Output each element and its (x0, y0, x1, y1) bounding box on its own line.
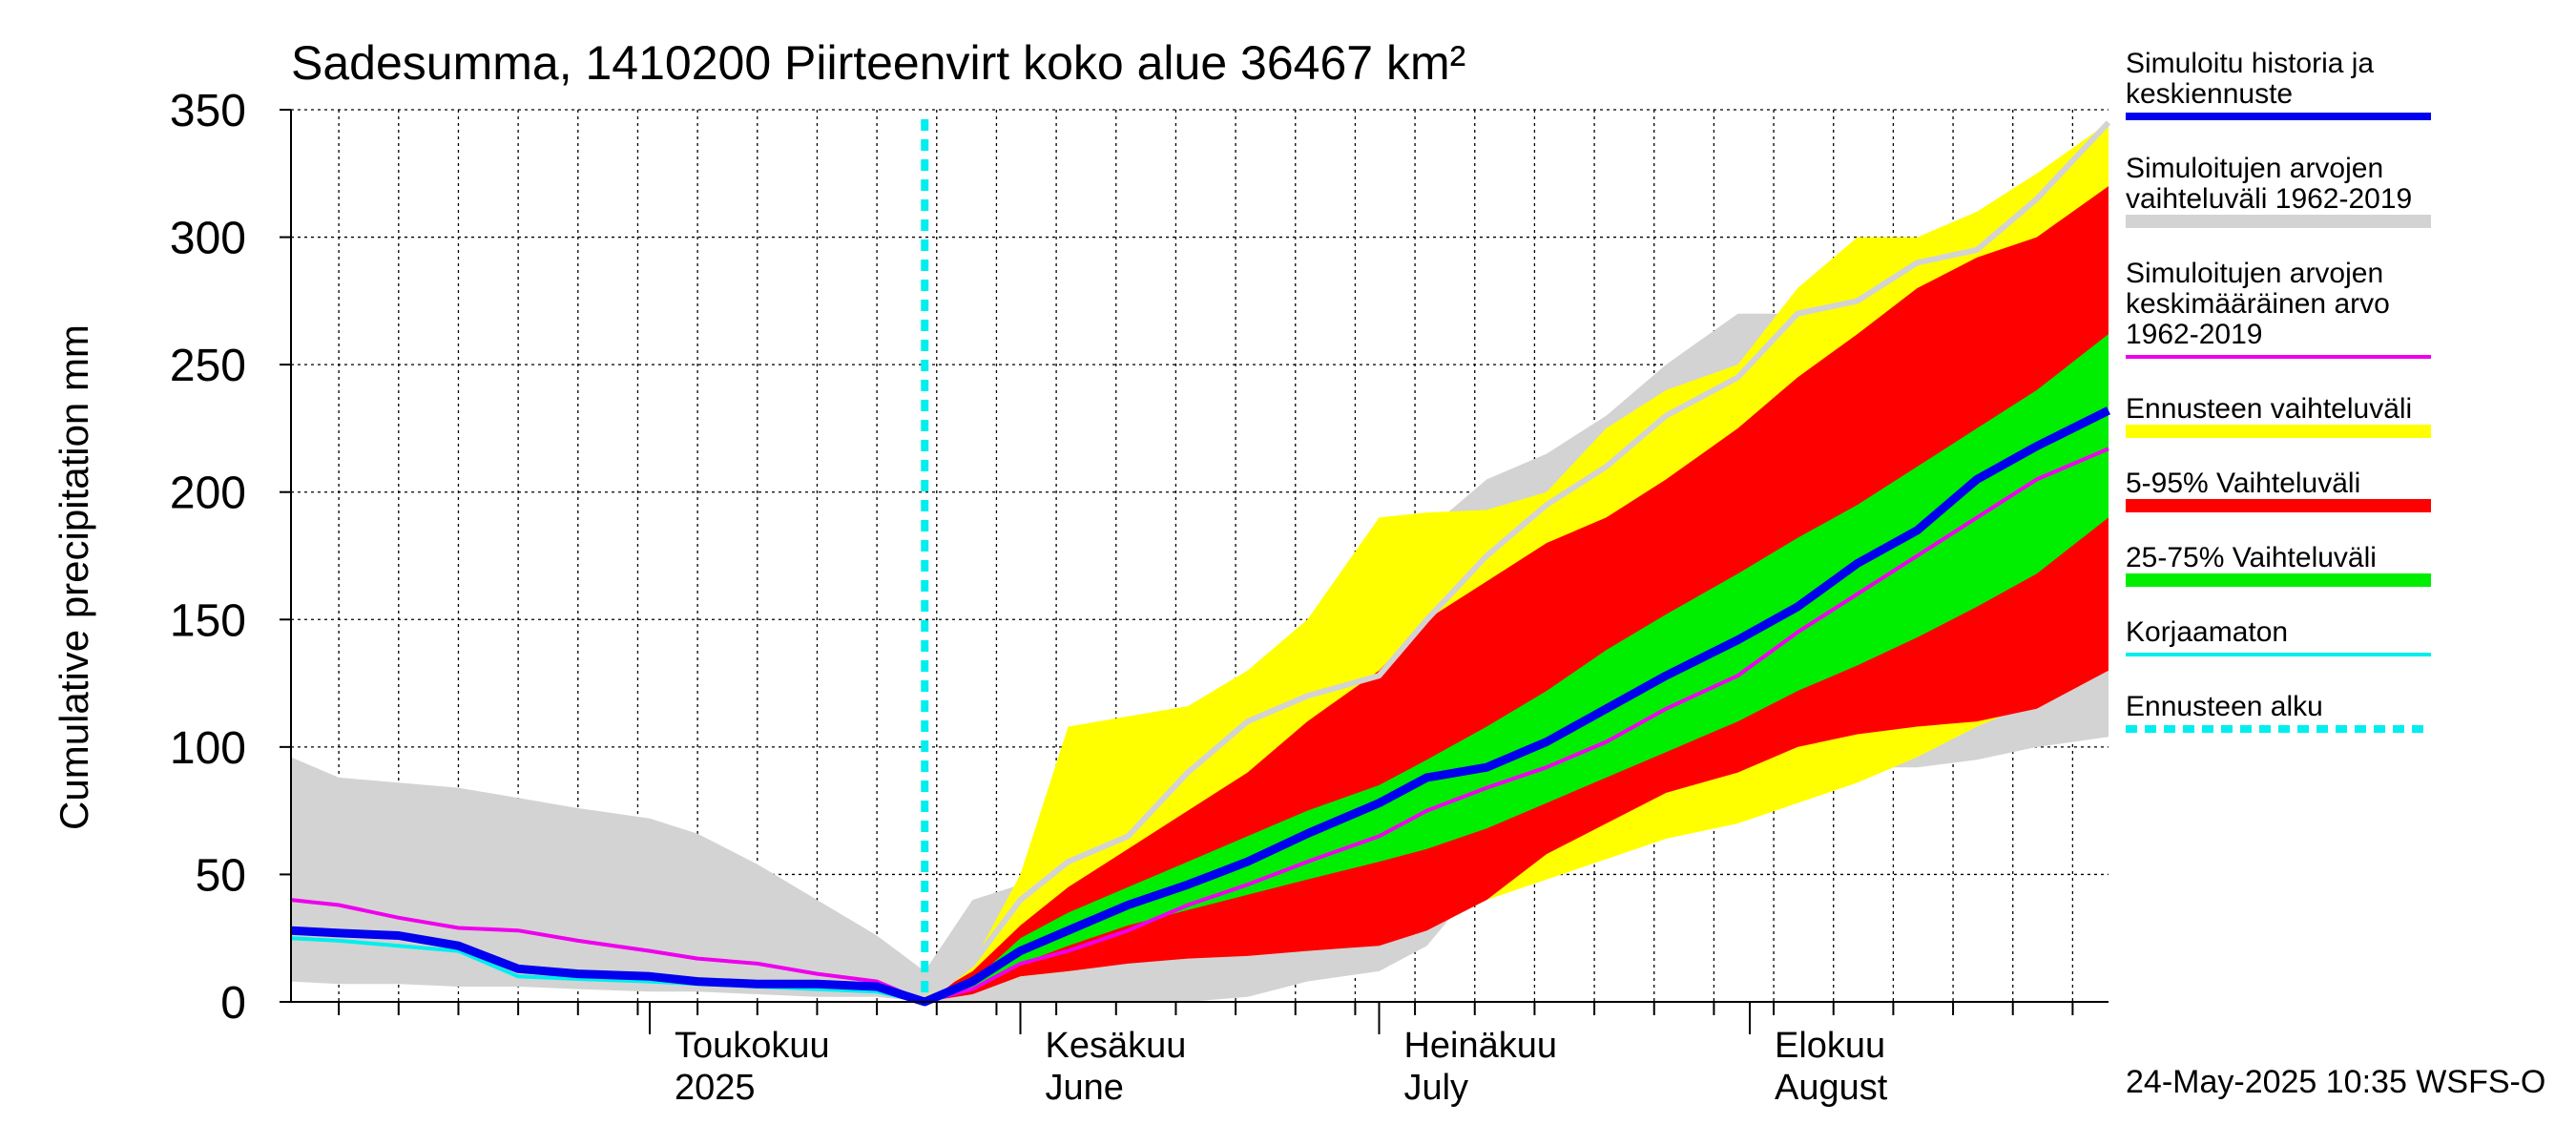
legend-entry-fcstart: Ennusteen alku (2126, 691, 2431, 733)
legend-label: Korjaamaton (2126, 616, 2288, 648)
legend-entry-p25_75: 25-75% Vaihteluväli (2126, 542, 2431, 587)
legend-entry-raw: Korjaamaton (2126, 616, 2431, 656)
legend-label: Simuloitu historia ja (2126, 48, 2374, 79)
month-label-secondary: August (1775, 1068, 1888, 1108)
legend-label: 5-95% Vaihteluväli (2126, 468, 2360, 499)
legend-entry-fcrange: Ennusteen vaihteluväli (2126, 393, 2431, 438)
legend-label: Ennusteen alku (2126, 691, 2323, 722)
y-tick-label: 200 (170, 468, 246, 519)
legend-label: 1962-2019 (2126, 319, 2262, 350)
legend-label: vaihteluväli 1962-2019 (2126, 183, 2412, 215)
y-axis-label: Cumulative precipitation mm (52, 324, 96, 830)
legend-label: Simuloitujen arvojen (2126, 258, 2383, 289)
legend-entry-p5_95: 5-95% Vaihteluväli (2126, 468, 2431, 512)
month-label: Toukokuu (675, 1026, 830, 1066)
month-label-secondary: July (1403, 1068, 1468, 1108)
y-tick-label: 0 (220, 978, 246, 1029)
y-tick-label: 100 (170, 723, 246, 774)
bands-layer (291, 122, 2109, 1003)
lines-layer (290, 119, 2111, 1007)
month-label-secondary: 2025 (675, 1068, 756, 1108)
line-simulated-forecast (290, 406, 2111, 1007)
legend-label: keskiennuste (2126, 78, 2293, 110)
month-label: Kesäkuu (1046, 1026, 1187, 1066)
chart-title: Sadesumma, 1410200 Piirteenvirt koko alu… (291, 36, 1465, 90)
legend: Simuloitu historia jakeskiennusteSimuloi… (2126, 48, 2431, 733)
month-label: Heinäkuu (1403, 1026, 1557, 1066)
y-tick-label: 300 (170, 214, 246, 264)
timestamp-footer: 24-May-2025 10:35 WSFS-O (2126, 1064, 2545, 1100)
line-past-year (923, 120, 2111, 1005)
month-label-secondary: June (1046, 1068, 1124, 1108)
y-tick-label: 50 (196, 850, 246, 901)
y-tick-label: 250 (170, 341, 246, 391)
legend-label: Simuloitujen arvojen (2126, 153, 2383, 184)
band-p5_95 (924, 186, 2109, 1003)
y-tick-label: 150 (170, 595, 246, 646)
line-historical-mean (290, 447, 2109, 1004)
month-label: Elokuu (1775, 1026, 1885, 1066)
legend-label: keskimääräinen arvo (2126, 288, 2390, 320)
band-p25_75 (924, 334, 2109, 1003)
legend-label: 25-75% Vaihteluväli (2126, 542, 2377, 573)
line-uncorrected (290, 936, 925, 1004)
legend-label: Ennusteen vaihteluväli (2126, 393, 2412, 425)
y-tick-label: 350 (170, 86, 246, 136)
